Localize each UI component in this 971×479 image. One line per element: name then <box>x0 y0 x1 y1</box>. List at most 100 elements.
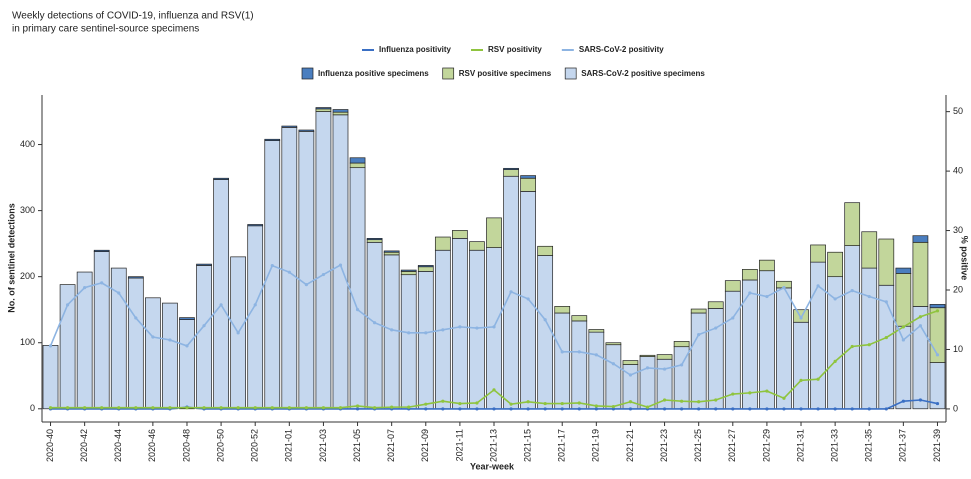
bar-segment <box>571 320 588 410</box>
line-marker <box>714 398 718 402</box>
line-marker <box>833 359 837 363</box>
bar-segment <box>707 301 724 309</box>
bar-segment <box>571 315 588 322</box>
line-marker <box>748 391 752 395</box>
line-marker <box>390 328 394 332</box>
line-marker <box>714 407 718 411</box>
bar-segment <box>554 312 571 410</box>
bar-segment <box>400 271 417 276</box>
line-marker <box>799 407 803 411</box>
line-marker <box>390 405 394 409</box>
legend-label: SARS-CoV-2 positive specimens <box>581 69 705 78</box>
line-marker <box>492 407 496 411</box>
line-marker <box>628 407 633 411</box>
bar-segment <box>912 235 929 243</box>
line-marker <box>236 331 240 335</box>
bar-segment <box>895 273 912 327</box>
bar-segment <box>537 245 554 256</box>
bar-segment <box>588 329 605 333</box>
line-marker <box>407 405 411 409</box>
bar-segment <box>861 231 878 269</box>
bar-segment <box>145 297 161 410</box>
y-tick-label: 400 <box>20 139 35 149</box>
line-marker <box>918 398 923 402</box>
line-marker <box>594 404 598 408</box>
legend-label: Influenza positive specimens <box>318 69 429 78</box>
line-marker <box>48 406 53 410</box>
line-marker <box>65 303 70 307</box>
line-marker <box>901 338 905 342</box>
bar-segment <box>690 312 707 410</box>
bar-segment <box>213 179 229 410</box>
bar-segment <box>861 267 878 410</box>
bar-segment <box>537 255 554 410</box>
line-marker <box>680 407 684 411</box>
bar-segment <box>42 345 59 410</box>
bar-segment <box>741 269 758 281</box>
bar-segment <box>196 263 212 266</box>
line-marker <box>662 398 667 402</box>
line-marker <box>833 297 837 301</box>
line-marker <box>270 264 274 268</box>
line-marker <box>458 407 462 411</box>
y2-tick-label: 0 <box>953 403 958 413</box>
bar-segment <box>912 241 929 307</box>
bar-segment <box>503 167 519 170</box>
line-marker <box>117 291 121 295</box>
line-marker <box>628 373 633 377</box>
line-marker <box>782 407 786 411</box>
line-marker <box>901 325 905 329</box>
y2-tick-label: 40 <box>953 165 963 175</box>
line-marker <box>833 407 837 411</box>
y2-axis-label: % positive <box>960 236 970 281</box>
x-tick-label: 2020-42 <box>79 429 89 462</box>
x-tick-label: 2021-21 <box>625 429 635 462</box>
line-marker <box>577 350 581 354</box>
bar-segment <box>486 217 502 248</box>
line-marker <box>134 316 138 320</box>
bar-segment <box>366 239 383 243</box>
bar-segment <box>793 309 809 323</box>
line-marker <box>765 294 769 299</box>
bar-segment <box>162 302 178 410</box>
line-marker <box>884 300 888 304</box>
line-marker <box>731 407 735 411</box>
line-marker <box>850 344 854 349</box>
line-marker <box>48 344 53 348</box>
line-marker <box>662 407 667 411</box>
line-marker <box>202 406 206 410</box>
bar-segment <box>844 245 861 410</box>
line-marker <box>543 407 547 411</box>
line-marker <box>697 400 701 404</box>
x-tick-label: 2020-40 <box>45 429 55 462</box>
line-marker <box>100 281 104 285</box>
line-marker <box>373 406 377 410</box>
bar-segment <box>503 169 519 177</box>
bar-segment <box>247 224 264 227</box>
bar-segment <box>469 241 485 251</box>
legend-label: RSV positive specimens <box>459 69 552 78</box>
line-marker <box>611 404 615 409</box>
line-marker <box>321 406 326 410</box>
line-marker <box>748 291 752 295</box>
line-marker <box>935 309 940 313</box>
bar-segment <box>264 138 281 141</box>
line-marker <box>253 303 257 307</box>
line-marker <box>202 324 206 328</box>
bar-segment <box>315 108 332 112</box>
line-marker <box>219 303 223 307</box>
line-marker <box>355 407 360 411</box>
line-marker <box>543 401 547 406</box>
line-marker <box>731 316 735 320</box>
line-marker <box>680 399 684 403</box>
bar-segment <box>673 341 690 348</box>
line-marker <box>867 294 871 299</box>
line-marker <box>65 406 70 410</box>
x-tick-label: 2021-39 <box>932 429 942 462</box>
line-marker <box>509 290 513 294</box>
line-marker <box>526 297 530 301</box>
bar-segment <box>400 269 417 272</box>
line-marker <box>560 401 564 406</box>
x-tick-label: 2021-03 <box>318 429 328 462</box>
y-axis-label: No. of sentinel detections <box>6 203 16 313</box>
